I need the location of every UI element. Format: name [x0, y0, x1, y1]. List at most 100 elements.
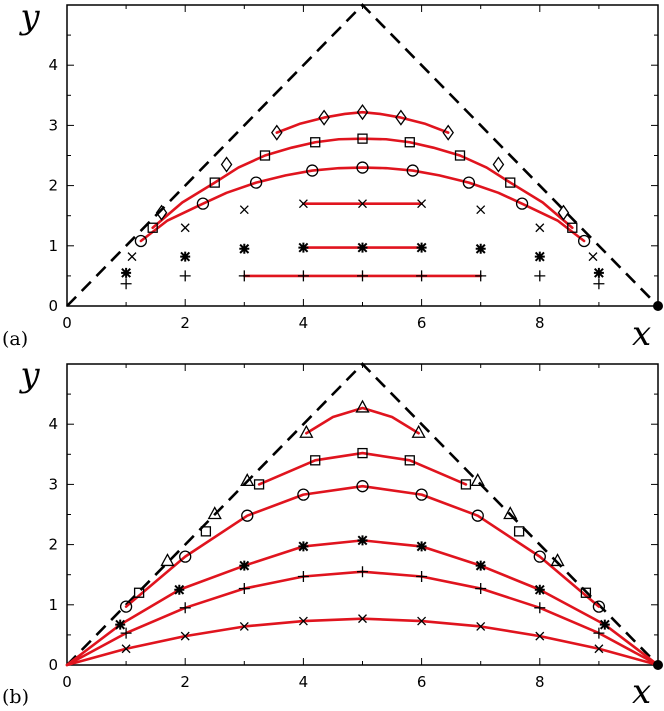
data-point-asterisk: [593, 267, 604, 278]
boundary-dashed-line: [66, 3, 659, 307]
data-point-asterisk: [239, 243, 250, 254]
data-point-asterisk: [599, 619, 610, 630]
x-tick-label: 6: [417, 314, 427, 332]
y-axis-label: y: [18, 0, 40, 37]
data-point-plus: [534, 270, 546, 282]
series-curve-diamond: [275, 110, 450, 134]
x-tick-label: 2: [180, 314, 190, 332]
data-point-diamond: [220, 156, 233, 173]
data-point-circle: [196, 197, 210, 210]
x-tick-label: 8: [535, 673, 545, 691]
endpoint-dot: [653, 660, 663, 670]
panel-label: (b): [2, 686, 29, 708]
x-axis-label: x: [632, 672, 651, 711]
data-point-diamond: [492, 156, 505, 173]
data-point-plus: [297, 270, 309, 282]
data-point-triangle: [355, 399, 370, 413]
data-point-square: [513, 526, 525, 537]
data-point-plus: [357, 270, 368, 282]
y-tick-label: 3: [48, 475, 58, 493]
data-point-triangle: [550, 553, 565, 567]
data-point-cross: [588, 252, 598, 262]
series-curve-square: [257, 451, 468, 486]
data-point-square: [357, 447, 368, 459]
panel-a: 0 2 4 6 8 0 1 2 3 4 x y (a): [2, 0, 663, 354]
data-point-circle: [462, 176, 476, 189]
series-curve-circle: [124, 484, 601, 608]
x-tick-label: 0: [62, 673, 72, 691]
data-point-circle: [356, 161, 369, 174]
y-axis-label: y: [18, 355, 40, 395]
y-tick-label: 1: [48, 237, 58, 255]
data-point-asterisk: [298, 541, 309, 552]
x-tick-label: 8: [535, 314, 545, 332]
data-point-asterisk: [115, 619, 126, 630]
data-point-circle: [406, 164, 419, 177]
data-point-triangle: [240, 473, 255, 487]
data-point-square: [580, 587, 592, 598]
data-point-cross: [239, 622, 249, 631]
data-point-asterisk: [475, 243, 486, 254]
data-point-asterisk: [180, 251, 191, 262]
data-point-cross: [417, 199, 427, 209]
x-axis-label: x: [632, 314, 651, 354]
data-point-circle: [249, 176, 263, 189]
data-point-circle: [415, 488, 428, 501]
y-tick-label: 3: [48, 116, 58, 134]
data-point-cross: [358, 614, 367, 624]
data-point-diamond: [155, 204, 168, 221]
data-point-triangle: [160, 553, 175, 567]
data-point-asterisk: [239, 560, 250, 571]
data-point-circle: [134, 234, 148, 248]
data-point-asterisk: [174, 584, 185, 595]
data-point-plus: [120, 627, 132, 639]
data-point-cross: [476, 205, 486, 215]
data-point-cross: [127, 252, 137, 262]
data-point-triangle: [207, 506, 222, 520]
data-point-square: [460, 479, 472, 490]
data-point-square: [357, 133, 368, 144]
y-tick-label: 2: [48, 177, 58, 195]
data-point-circle: [179, 550, 192, 563]
data-point-plus: [120, 278, 132, 290]
data-point-asterisk: [416, 242, 427, 253]
y-tick-label: 0: [48, 297, 58, 315]
data-point-cross: [476, 622, 486, 631]
data-point-square: [310, 455, 321, 466]
y-tick-label: 2: [48, 536, 58, 554]
data-point-asterisk: [357, 535, 368, 546]
data-point-cross: [535, 223, 545, 233]
x-tick-label: 4: [299, 673, 309, 691]
series-curve-cross: [65, 617, 660, 667]
data-point-plus: [179, 270, 191, 282]
data-point-circle: [356, 480, 369, 493]
data-point-cross: [594, 644, 604, 654]
series-curve-asterisk: [65, 539, 660, 667]
data-point-square: [404, 137, 415, 148]
data-point-square: [209, 177, 220, 188]
data-point-plus: [593, 627, 605, 639]
series-curve-triangle: [305, 406, 420, 435]
data-point-plus: [179, 602, 191, 614]
data-point-diamond: [442, 124, 454, 141]
data-point-square: [200, 526, 212, 537]
data-point-plus: [475, 583, 487, 595]
data-point-square: [404, 455, 415, 466]
data-point-square: [253, 479, 265, 490]
data-point-asterisk: [357, 242, 368, 253]
data-point-cross: [239, 205, 249, 215]
data-point-plus: [534, 602, 546, 614]
y-tick-label: 4: [48, 56, 58, 74]
data-point-plus: [238, 583, 250, 595]
data-point-circle: [592, 600, 606, 613]
data-point-cross: [298, 616, 308, 626]
data-point-plus: [416, 571, 428, 583]
data-point-cross: [535, 631, 545, 641]
data-point-cross: [298, 199, 308, 209]
x-tick-label: 4: [299, 314, 309, 332]
series-curve-circle: [139, 166, 586, 243]
data-point-plus: [593, 278, 605, 290]
data-point-circle: [306, 164, 319, 177]
data-point-circle: [297, 488, 310, 501]
data-point-cross: [180, 631, 190, 641]
